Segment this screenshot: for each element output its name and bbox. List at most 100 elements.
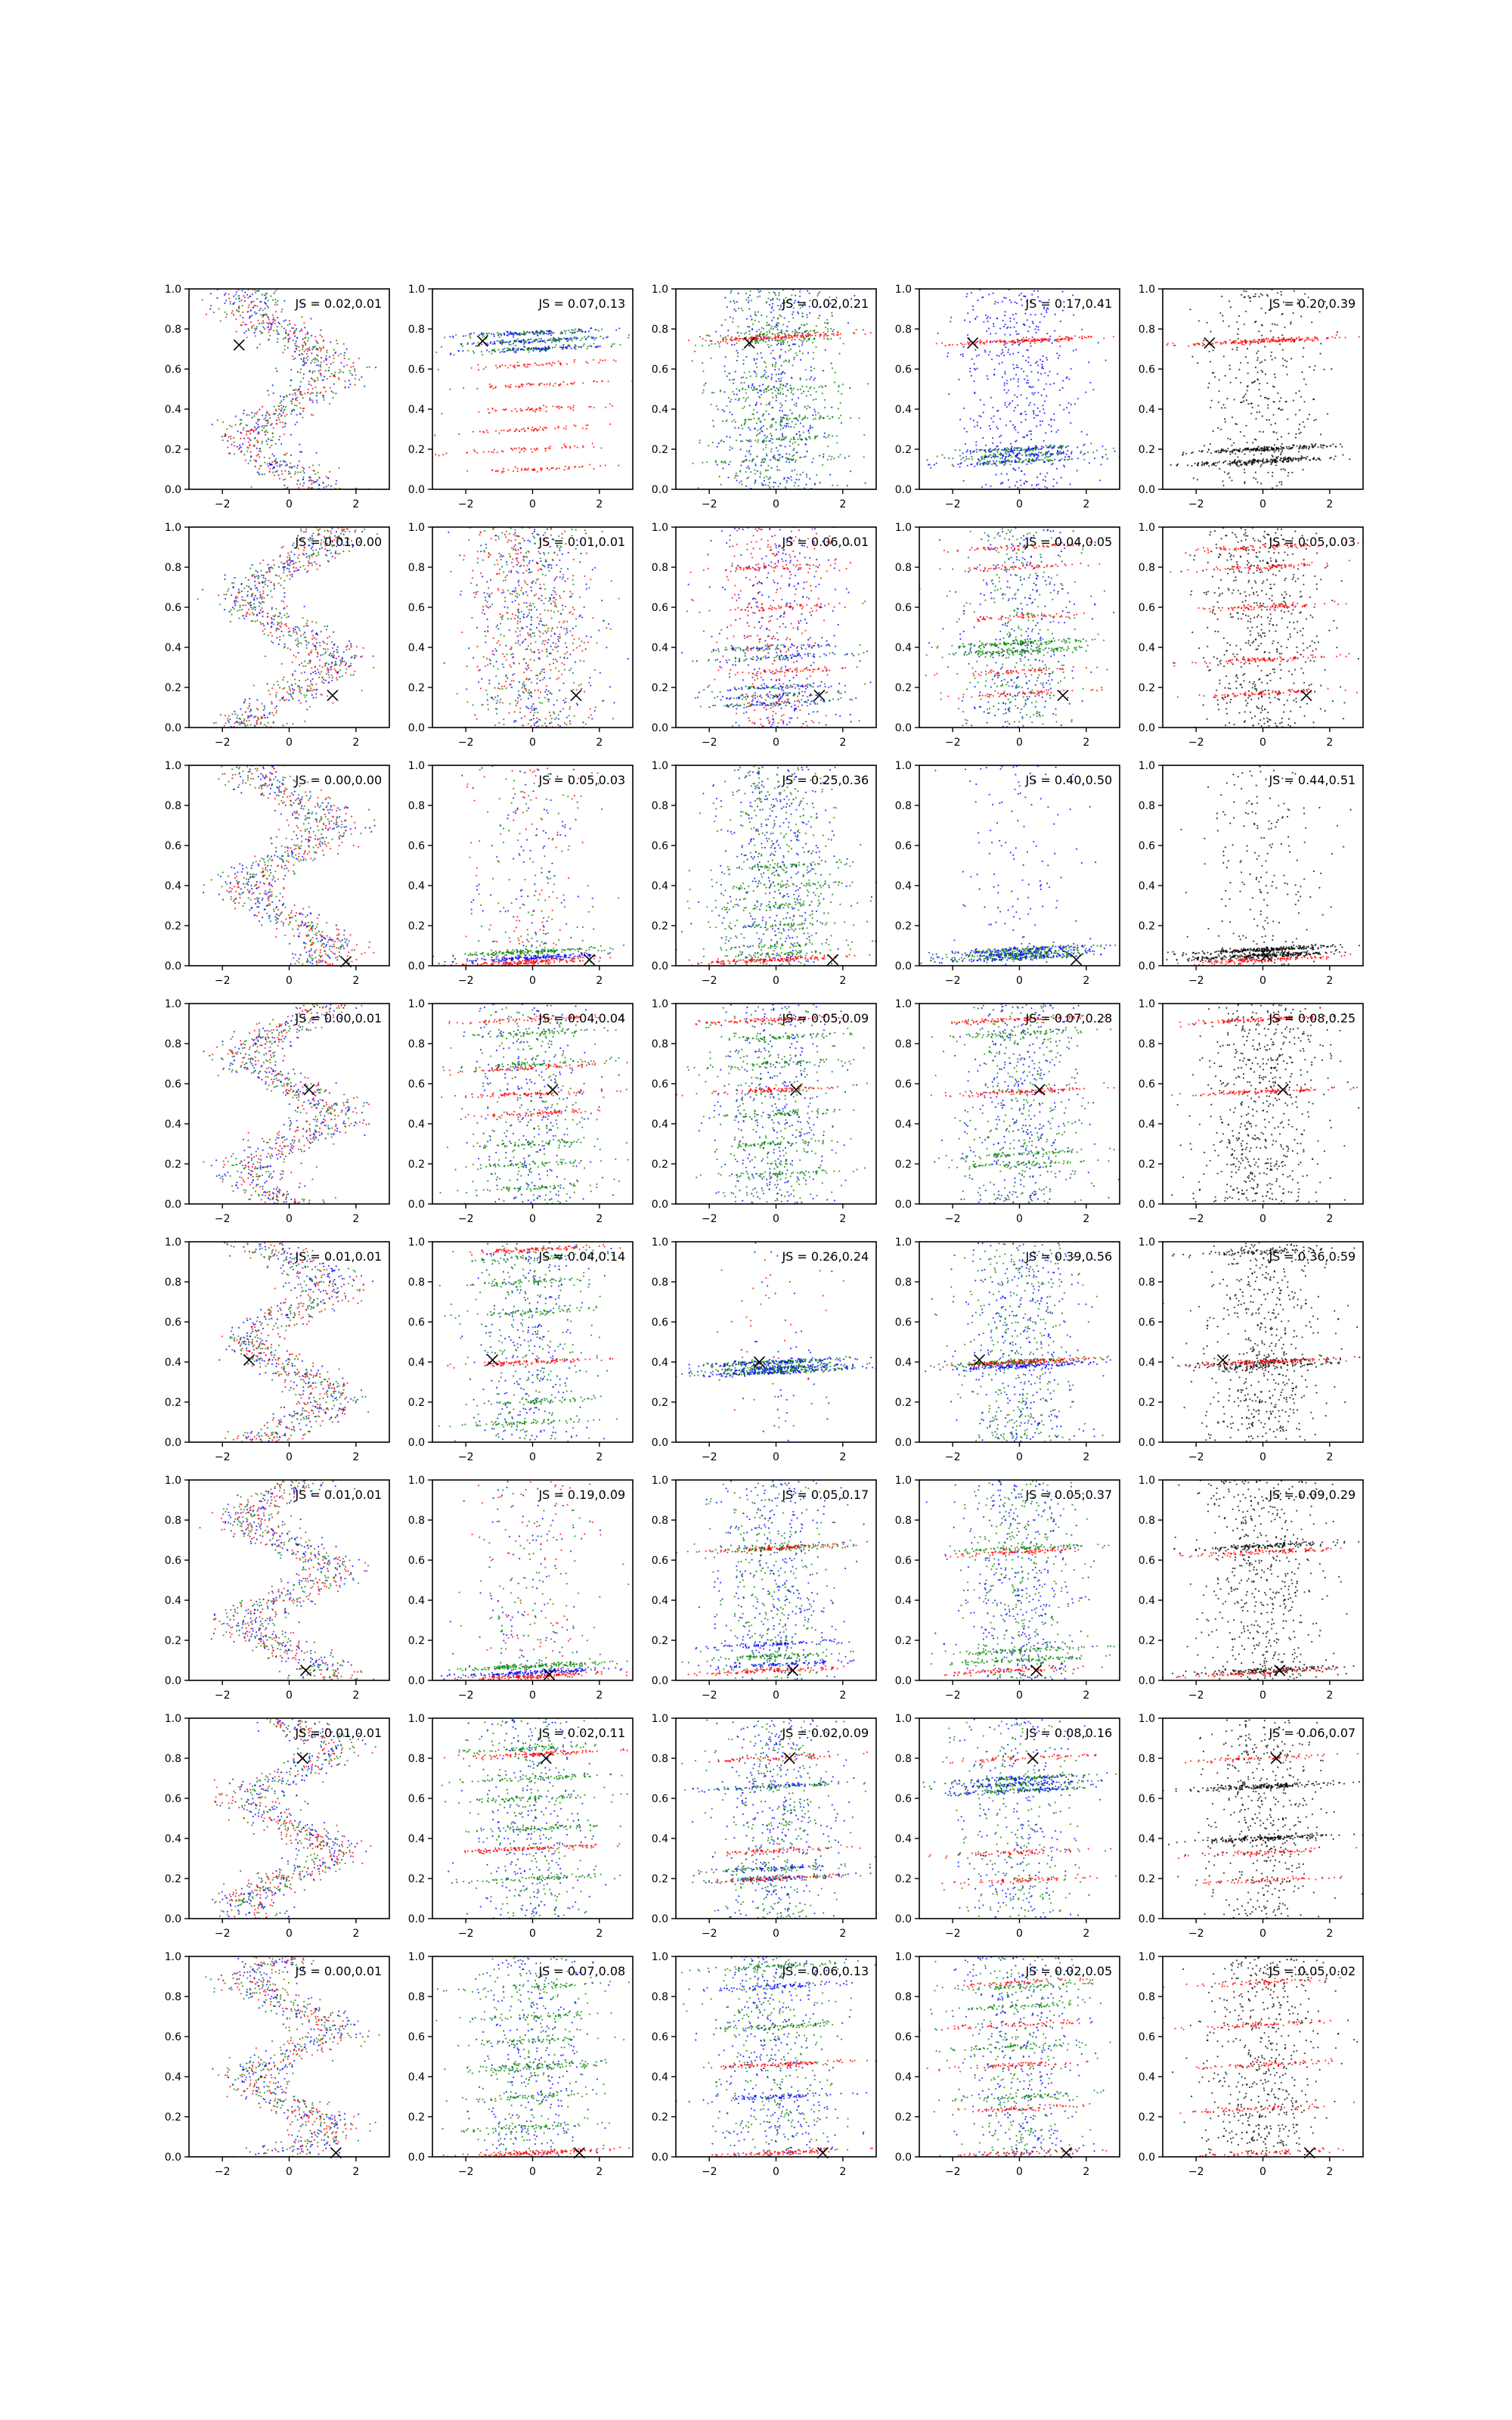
point-green	[788, 426, 790, 428]
point-green	[1018, 447, 1021, 449]
point-blue	[977, 340, 979, 343]
point-blue	[729, 436, 731, 439]
point-blue	[211, 424, 213, 426]
point-green	[771, 363, 774, 366]
point-black	[1223, 461, 1225, 463]
point-blue	[311, 352, 313, 355]
point-red	[1304, 339, 1306, 341]
point-blue	[1026, 349, 1028, 352]
point-red	[317, 349, 319, 351]
point-black	[1269, 309, 1271, 312]
point-green	[528, 348, 530, 350]
point-blue	[805, 483, 807, 486]
point-green	[234, 453, 236, 455]
point-black	[1249, 300, 1251, 302]
point-black	[1270, 463, 1272, 466]
y-tick-label: 0.4	[408, 404, 425, 416]
point-black	[1203, 464, 1205, 466]
point-red	[1009, 340, 1011, 343]
point-red	[768, 337, 770, 340]
point-green	[779, 428, 782, 430]
point-green	[801, 438, 803, 441]
point-black	[1201, 461, 1204, 464]
point-green	[835, 435, 838, 437]
point-green	[754, 319, 756, 321]
point-red	[572, 409, 575, 411]
point-blue	[782, 439, 785, 441]
point-black	[1272, 385, 1274, 387]
point-blue	[241, 290, 243, 292]
point-red	[512, 470, 515, 473]
point-green	[815, 325, 817, 327]
point-green	[333, 374, 336, 376]
point-black	[1292, 457, 1294, 460]
point-green	[776, 450, 779, 452]
point-green	[222, 439, 224, 442]
point-blue	[705, 382, 707, 385]
point-red	[1240, 340, 1242, 342]
point-red	[1064, 337, 1067, 340]
point-blue	[748, 427, 750, 429]
point-green	[739, 389, 741, 391]
point-green	[555, 340, 557, 343]
point-blue	[1033, 403, 1036, 406]
point-red	[520, 410, 522, 412]
point-red	[961, 343, 964, 346]
point-red	[1235, 340, 1237, 342]
point-green	[265, 417, 267, 419]
point-blue	[277, 321, 280, 324]
point-green	[807, 405, 809, 408]
point-green	[827, 299, 829, 301]
point-red	[975, 341, 978, 343]
point-green	[768, 330, 770, 332]
point-green	[342, 371, 345, 374]
point-red	[836, 334, 838, 336]
point-blue	[450, 352, 452, 355]
point-blue	[734, 371, 736, 373]
point-blue	[1014, 394, 1016, 396]
x-tick-label: 2	[1083, 498, 1089, 510]
point-black	[1258, 460, 1261, 462]
point-green	[738, 397, 740, 400]
point-black	[1240, 381, 1242, 384]
point-green	[590, 337, 593, 339]
point-blue	[993, 302, 996, 305]
point-green	[782, 436, 784, 439]
point-blue	[1024, 312, 1027, 315]
point-red	[1338, 337, 1340, 339]
point-green	[732, 321, 734, 323]
point-green	[804, 337, 806, 340]
point-red	[257, 420, 259, 423]
point-black	[1267, 295, 1269, 297]
point-red	[593, 467, 595, 470]
point-black	[1287, 475, 1289, 477]
point-green	[528, 351, 530, 353]
point-green	[729, 448, 731, 451]
point-blue	[308, 479, 310, 482]
point-green	[302, 349, 304, 351]
point-green	[745, 467, 748, 469]
point-blue	[965, 458, 968, 460]
point-green	[508, 343, 510, 346]
point-blue	[1040, 473, 1042, 475]
point-blue	[506, 334, 509, 337]
point-black	[1236, 461, 1239, 463]
point-blue	[279, 395, 282, 398]
point-black	[1259, 361, 1261, 364]
point-blue	[1014, 426, 1016, 428]
point-black	[1300, 315, 1303, 318]
point-red	[256, 439, 259, 442]
point-blue	[962, 479, 965, 482]
x-tick-label: −2	[458, 498, 474, 510]
point-blue	[1045, 383, 1047, 385]
point-green	[960, 458, 962, 461]
point-red	[311, 399, 314, 402]
point-blue	[948, 393, 950, 396]
point-black	[1218, 379, 1220, 381]
point-green	[816, 435, 819, 437]
point-blue	[987, 327, 990, 330]
point-blue	[1036, 453, 1039, 456]
point-green	[965, 455, 967, 458]
point-blue	[522, 338, 525, 341]
point-green	[779, 437, 781, 439]
